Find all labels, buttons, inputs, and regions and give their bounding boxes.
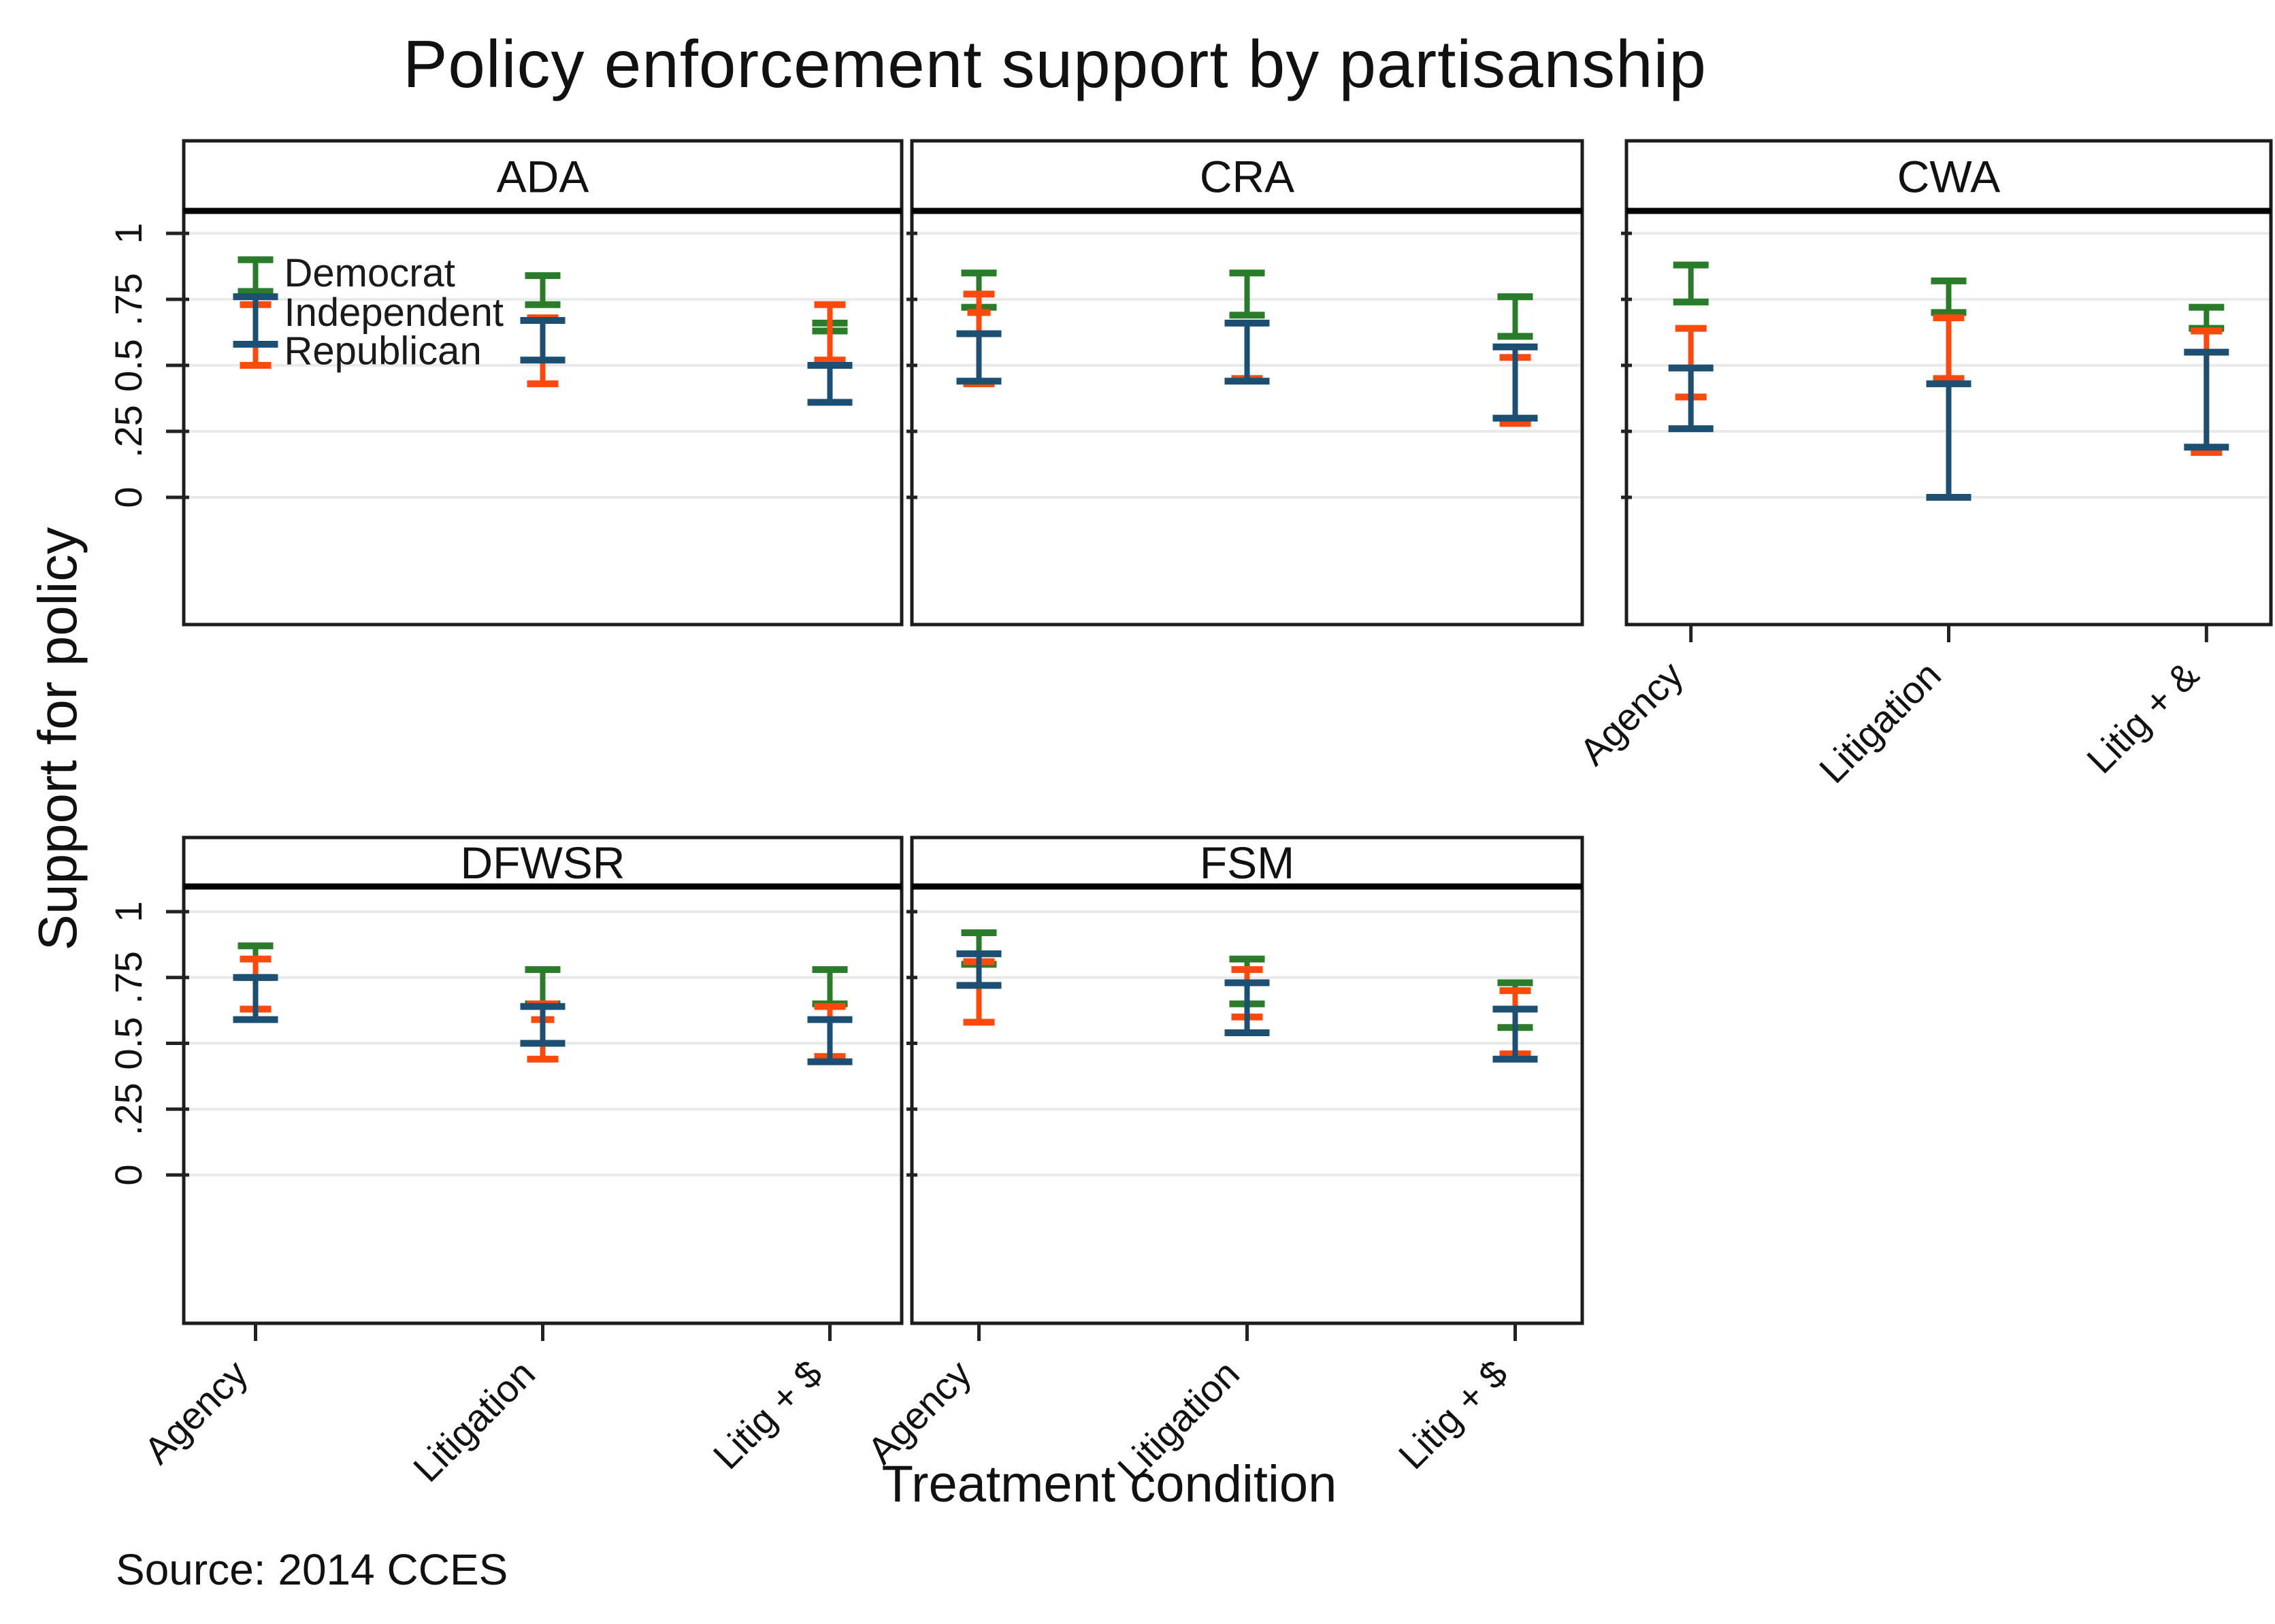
x-tick-label: Litigation (1109, 1352, 1247, 1490)
panel-box-FSM (910, 835, 1584, 1325)
x-axis-title: Treatment condition (881, 1455, 1337, 1513)
y-tick-label: .25 (107, 1082, 150, 1136)
legend-label-republican: Republican (284, 329, 482, 373)
x-tick-label: Agency (859, 1352, 979, 1472)
panel-title-FSM: FSM (1200, 838, 1294, 888)
y-tick-label: 0 (107, 486, 150, 508)
y-tick-label: 0.5 (107, 1017, 150, 1070)
legend-label-democrat: Democrat (284, 251, 455, 295)
panel-title-CRA: CRA (1200, 151, 1294, 201)
source-note: Source: 2014 CCES (116, 1545, 508, 1594)
x-tick-label: Litig + $ (1390, 1352, 1516, 1477)
x-tick-label: Litig + $ (705, 1352, 830, 1477)
legend-label-independent: Independent (284, 291, 504, 335)
chart-title: Policy enforcement support by partisansh… (403, 27, 1707, 101)
x-tick-label: Litigation (1811, 653, 1949, 791)
x-tick-label: Litig + & (2078, 653, 2207, 782)
y-tick-label: .75 (107, 951, 150, 1004)
y-tick-label: 1 (107, 222, 150, 244)
y-tick-label: 0 (107, 1164, 150, 1185)
x-tick-label: Agency (135, 1352, 256, 1472)
panel-title-CWA: CWA (1897, 151, 2001, 201)
y-tick-label: .25 (107, 405, 150, 458)
panel-box-DFWSR (182, 835, 904, 1325)
x-tick-label: Litigation (405, 1352, 543, 1490)
panel-title-ADA: ADA (497, 151, 589, 201)
panel-box-ADA (182, 139, 904, 627)
y-tick-label: 1 (107, 901, 150, 922)
y-tick-label: .75 (107, 273, 150, 326)
panel-title-DFWSR: DFWSR (461, 838, 625, 888)
x-tick-label: Agency (1571, 653, 1692, 774)
y-tick-label: 0.5 (107, 339, 150, 392)
